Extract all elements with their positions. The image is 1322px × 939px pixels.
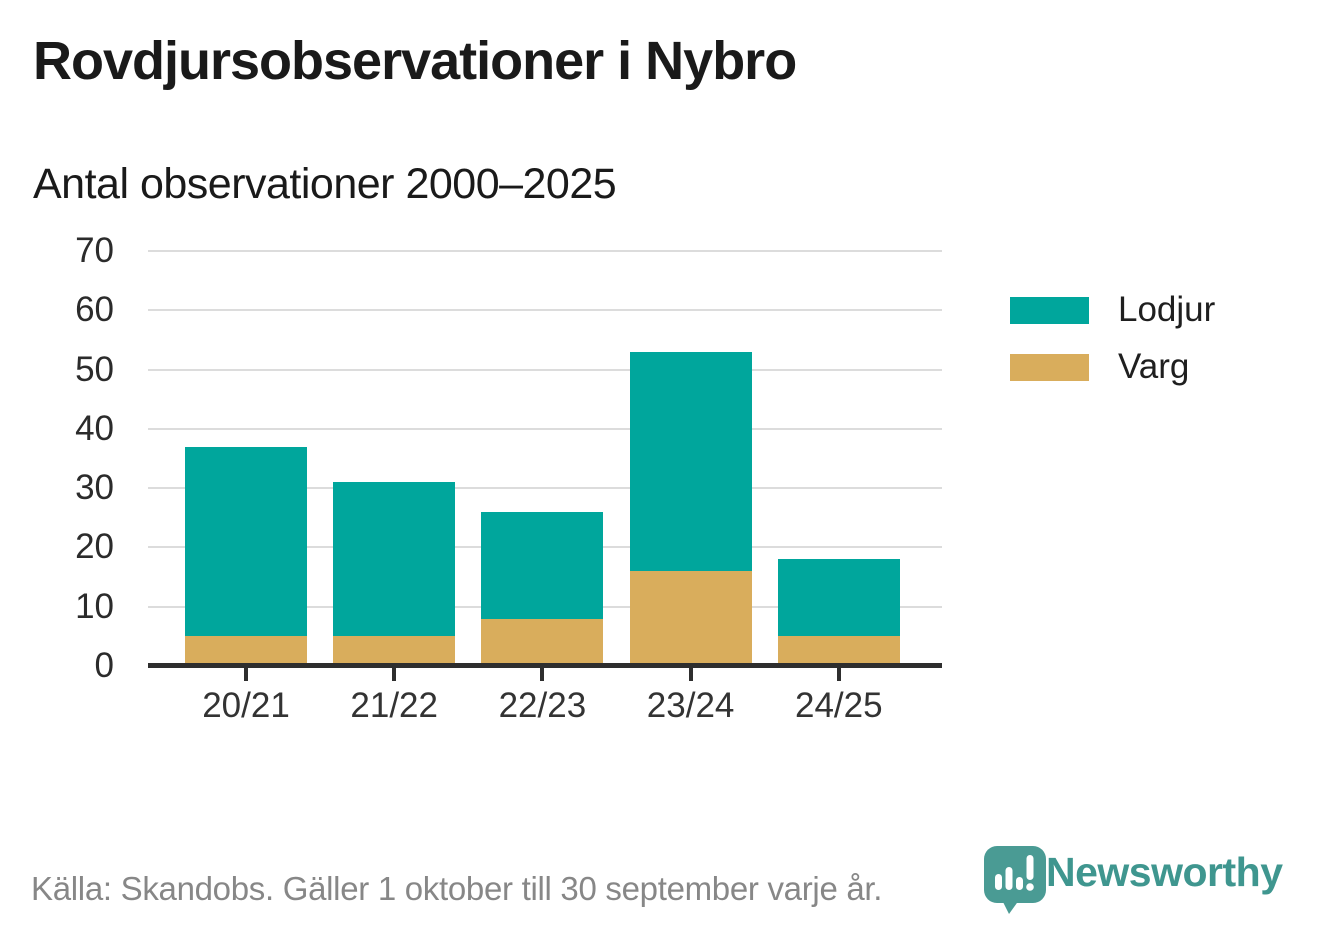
newsworthy-logo-icon xyxy=(984,846,1046,914)
legend-item-varg: Varg xyxy=(1010,347,1189,386)
bar-segment-varg-24/25 xyxy=(777,636,900,666)
gridline-30 xyxy=(148,487,942,490)
gridline-50 xyxy=(148,368,942,371)
y-axis-tick-label: 70 xyxy=(75,231,114,270)
y-axis-tick-label: 30 xyxy=(75,468,114,508)
chart-subtitle: Antal observationer 2000–2025 xyxy=(33,160,617,208)
legend-label: Varg xyxy=(1118,347,1190,386)
bar-segment-varg-21/22 xyxy=(333,636,456,666)
x-axis-tick xyxy=(244,668,248,681)
legend-label: Lodjur xyxy=(1118,290,1216,329)
x-axis-line xyxy=(148,663,942,668)
x-axis-tick xyxy=(540,668,545,681)
bar-segment-lodjur-22/23 xyxy=(481,511,604,619)
x-axis-tick-label: 24/25 xyxy=(795,686,883,725)
x-axis-tick-label: 21/22 xyxy=(350,686,438,725)
x-axis-tick-label: 23/24 xyxy=(646,686,735,725)
chart-title: Rovdjursobservationer i Nybro xyxy=(33,31,797,91)
x-axis-tick xyxy=(688,668,693,681)
bar-segment-lodjur-23/24 xyxy=(629,351,752,572)
x-axis-tick-label: 22/23 xyxy=(498,686,587,725)
gridline-60 xyxy=(148,309,942,312)
x-axis-tick xyxy=(836,668,841,681)
bar-segment-lodjur-20/21 xyxy=(185,446,307,637)
y-axis-tick-label: 50 xyxy=(75,349,114,389)
y-axis-tick-label: 40 xyxy=(75,408,114,448)
legend-item-lodjur: Lodjur xyxy=(1010,290,1215,329)
x-axis-tick-label: 20/21 xyxy=(202,686,290,725)
source-note: Källa: Skandobs. Gäller 1 oktober till 3… xyxy=(31,870,883,907)
bar-segment-lodjur-24/25 xyxy=(777,559,900,637)
y-axis-tick-label: 60 xyxy=(75,290,114,330)
legend-swatch-varg xyxy=(1010,353,1089,381)
gridline-40 xyxy=(148,427,942,430)
y-axis-tick-label: 0 xyxy=(94,646,114,685)
x-axis-tick xyxy=(392,668,397,681)
y-axis-tick-label: 10 xyxy=(75,586,114,626)
bar-segment-varg-20/21 xyxy=(185,636,307,666)
newsworthy-logo-text: Newsworthy xyxy=(1046,849,1283,895)
bar-segment-varg-23/24 xyxy=(629,571,752,666)
bar-segment-lodjur-21/22 xyxy=(333,482,456,637)
gridline-70 xyxy=(148,250,942,252)
y-axis-tick-label: 20 xyxy=(75,527,114,567)
bar-segment-varg-22/23 xyxy=(481,618,604,666)
legend-swatch-lodjur xyxy=(1010,296,1089,324)
